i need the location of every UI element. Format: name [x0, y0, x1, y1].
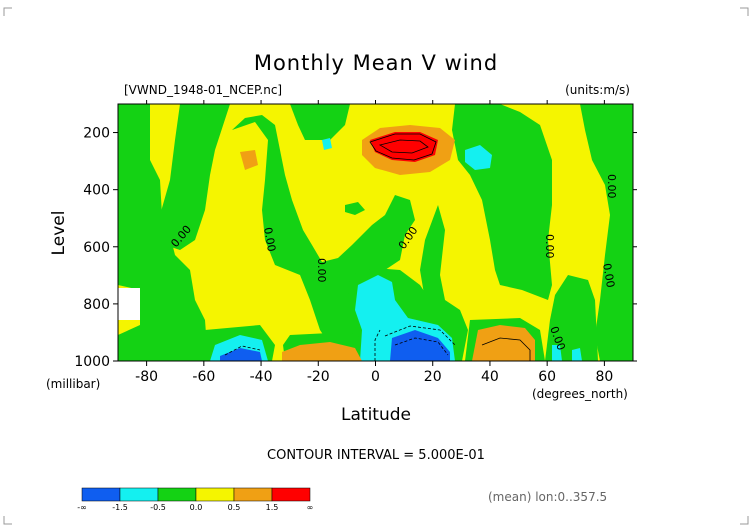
footer-label: (mean) lon:0..357.5 — [488, 490, 607, 504]
region-green — [175, 270, 190, 330]
region-green — [232, 115, 415, 345]
crop-marks — [3, 7, 749, 525]
contour-label: 0.00 — [543, 234, 556, 259]
x-tick-label: 60 — [538, 369, 556, 385]
contour-lines — [224, 133, 531, 361]
color-key-label: 0.5 — [228, 503, 241, 512]
x-tick-label: 0 — [371, 369, 380, 385]
region-green — [420, 205, 468, 361]
contour-label: 0.00 — [315, 258, 328, 283]
x-tick-label: 40 — [481, 369, 499, 385]
region-green — [345, 202, 365, 215]
chart-title: Monthly Mean V wind — [254, 51, 498, 75]
x-tick-label: -60 — [192, 369, 215, 385]
region-cyan — [322, 138, 332, 150]
contour-label: 0.00 — [261, 226, 278, 252]
color-key-swatch — [271, 487, 311, 502]
y-tick-label: 200 — [83, 126, 110, 142]
region-green — [580, 104, 633, 361]
color-key-label: -0.5 — [150, 503, 166, 512]
color-key-label: ∞ — [307, 503, 314, 512]
y-tick-label: 800 — [83, 297, 110, 313]
x-tick-label: -20 — [307, 369, 330, 385]
file-label: [VWND_1948-01_NCEP.nc] — [124, 83, 282, 97]
color-key-label: -∞ — [77, 503, 87, 512]
units-label: (units:m/s) — [565, 83, 630, 97]
color-key-swatch — [195, 487, 235, 502]
color-key-swatch — [81, 487, 121, 502]
contour-label: 0.00 — [600, 262, 617, 288]
region-blue — [220, 348, 262, 361]
region-cyan — [552, 345, 562, 361]
region-green — [290, 104, 350, 140]
color-key-swatch — [119, 487, 159, 502]
region-cyan — [465, 145, 492, 170]
y-axis: 200 400 600 800 1000 — [74, 126, 637, 370]
region-green — [160, 104, 230, 250]
color-key-label: 0.0 — [190, 503, 203, 512]
x-axis: -80 -60 -40 -20 0 20 40 60 80 — [135, 100, 613, 385]
region-blue — [390, 330, 450, 361]
missing-data-patch — [118, 288, 140, 320]
region-red — [370, 132, 438, 162]
y-tick-label: 1000 — [74, 354, 110, 370]
y-axis-label: Level — [49, 211, 69, 256]
y-tick-label: 600 — [83, 240, 110, 256]
contour-interval-label: CONTOUR INTERVAL = 5.000E-01 — [267, 448, 485, 463]
region-green — [545, 275, 598, 361]
region-orange — [282, 342, 362, 361]
x-axis-label: Latitude — [341, 405, 411, 425]
x-tick-label: 80 — [595, 369, 613, 385]
x-units-label: (degrees_north) — [532, 387, 628, 401]
x-tick-label: 20 — [424, 369, 442, 385]
region-orange — [240, 150, 258, 170]
y-tick-label: 400 — [83, 183, 110, 199]
contour-label: 0.00 — [605, 174, 618, 199]
region-orange — [472, 325, 535, 361]
contour-fill — [118, 104, 633, 361]
color-key-label: -1.5 — [112, 503, 128, 512]
color-key-swatch — [233, 487, 273, 502]
color-key-swatch — [157, 487, 197, 502]
x-tick-label: -80 — [135, 369, 158, 385]
y-units-label: (millibar) — [46, 377, 100, 391]
color-key-label: 1.5 — [266, 503, 279, 512]
color-key: -∞ -1.5 -0.5 0.0 0.5 1.5 ∞ — [77, 487, 314, 512]
region-cyan — [572, 348, 582, 361]
x-tick-label: -40 — [250, 369, 273, 385]
